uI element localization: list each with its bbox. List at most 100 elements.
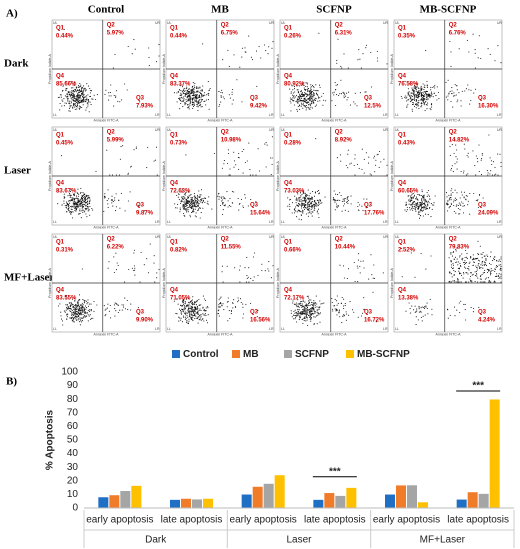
event-dot (333, 94, 335, 96)
quadrant-value: 0.31% (56, 248, 74, 254)
quadrant-name: Q2 (221, 130, 230, 136)
event-dot (299, 94, 301, 96)
x-axis-label: Annexin FITC-A (94, 225, 120, 229)
event-dot (453, 306, 456, 308)
event-dot (91, 207, 93, 210)
event-dot (230, 310, 232, 313)
event-dot (76, 102, 78, 104)
event-dot (81, 207, 83, 209)
event-dot (90, 90, 93, 92)
event-dot (177, 196, 179, 198)
event-dot (404, 96, 406, 98)
corner-label: UL (167, 235, 172, 239)
event-dot (297, 308, 299, 310)
event-dot (461, 194, 463, 196)
event-dot (382, 272, 384, 274)
event-dot (305, 93, 307, 95)
bar (467, 492, 478, 508)
event-dot (362, 210, 364, 212)
event-dot (313, 95, 315, 97)
event-dot (299, 303, 301, 305)
event-dot (309, 103, 311, 105)
event-dot (73, 308, 75, 310)
quadrant-value: 8.92% (335, 138, 353, 144)
event-dot (378, 166, 380, 168)
event-dot (302, 190, 304, 192)
event-dot (74, 313, 76, 315)
event-dot (189, 95, 191, 97)
event-dot (312, 305, 314, 307)
event-dot (423, 199, 425, 202)
event-dot (60, 94, 62, 96)
event-dot (477, 57, 479, 59)
event-dot (478, 266, 481, 268)
event-dot (75, 105, 77, 107)
event-dot (255, 174, 257, 176)
event-dot (198, 95, 201, 97)
event-dot (337, 302, 339, 304)
event-dot (186, 88, 188, 90)
y-axis-label: Propidium Iodide-A (276, 267, 280, 297)
event-dot (183, 308, 185, 310)
event-dot (410, 252, 412, 254)
event-dot (345, 319, 347, 321)
event-dot (310, 84, 312, 86)
event-dot (202, 207, 204, 209)
event-dot (205, 104, 207, 106)
event-dot (229, 174, 231, 176)
event-dot (430, 92, 432, 94)
quadrant-value: 24.09% (478, 211, 499, 217)
event-dot (458, 213, 460, 215)
event-dot (424, 207, 426, 209)
event-dot (184, 200, 186, 202)
event-dot (347, 210, 349, 212)
legend-swatch (232, 350, 240, 358)
event-dot (337, 199, 339, 201)
event-dot (71, 311, 73, 313)
event-dot (194, 195, 196, 197)
event-dot (121, 99, 123, 101)
event-dot (480, 274, 482, 276)
event-dot (67, 93, 69, 95)
event-dot (133, 265, 135, 267)
event-dot (489, 173, 491, 175)
event-dot (70, 102, 73, 104)
event-dot (179, 108, 181, 110)
event-dot (222, 59, 224, 61)
event-dot (419, 205, 421, 207)
event-dot (78, 299, 80, 301)
event-dot (493, 281, 495, 283)
event-dot (468, 268, 470, 270)
event-dot (185, 316, 187, 318)
event-dot (178, 199, 180, 201)
event-dot (291, 316, 293, 318)
event-dot (82, 92, 84, 94)
event-dot (433, 204, 435, 206)
quadrant-value: 0.44% (56, 34, 74, 40)
event-dot (401, 276, 403, 278)
event-dot (66, 316, 68, 318)
event-dot (307, 204, 309, 206)
event-dot (220, 196, 222, 198)
event-dot (114, 302, 116, 304)
event-dot (466, 258, 468, 260)
event-dot (307, 106, 309, 108)
event-dot (82, 304, 84, 306)
event-dot (69, 306, 72, 308)
event-dot (195, 204, 197, 206)
event-dot (474, 49, 476, 51)
event-dot (96, 94, 98, 96)
event-dot (470, 257, 472, 259)
event-dot (74, 201, 77, 203)
bar (263, 483, 274, 508)
event-dot (228, 310, 230, 312)
event-dot (246, 256, 248, 258)
event-dot (422, 83, 424, 85)
corner-label: UR (155, 128, 161, 132)
event-dot (82, 192, 84, 194)
event-dot (112, 67, 114, 69)
event-dot (178, 97, 180, 99)
quadrant-value: 0.26% (284, 34, 302, 40)
